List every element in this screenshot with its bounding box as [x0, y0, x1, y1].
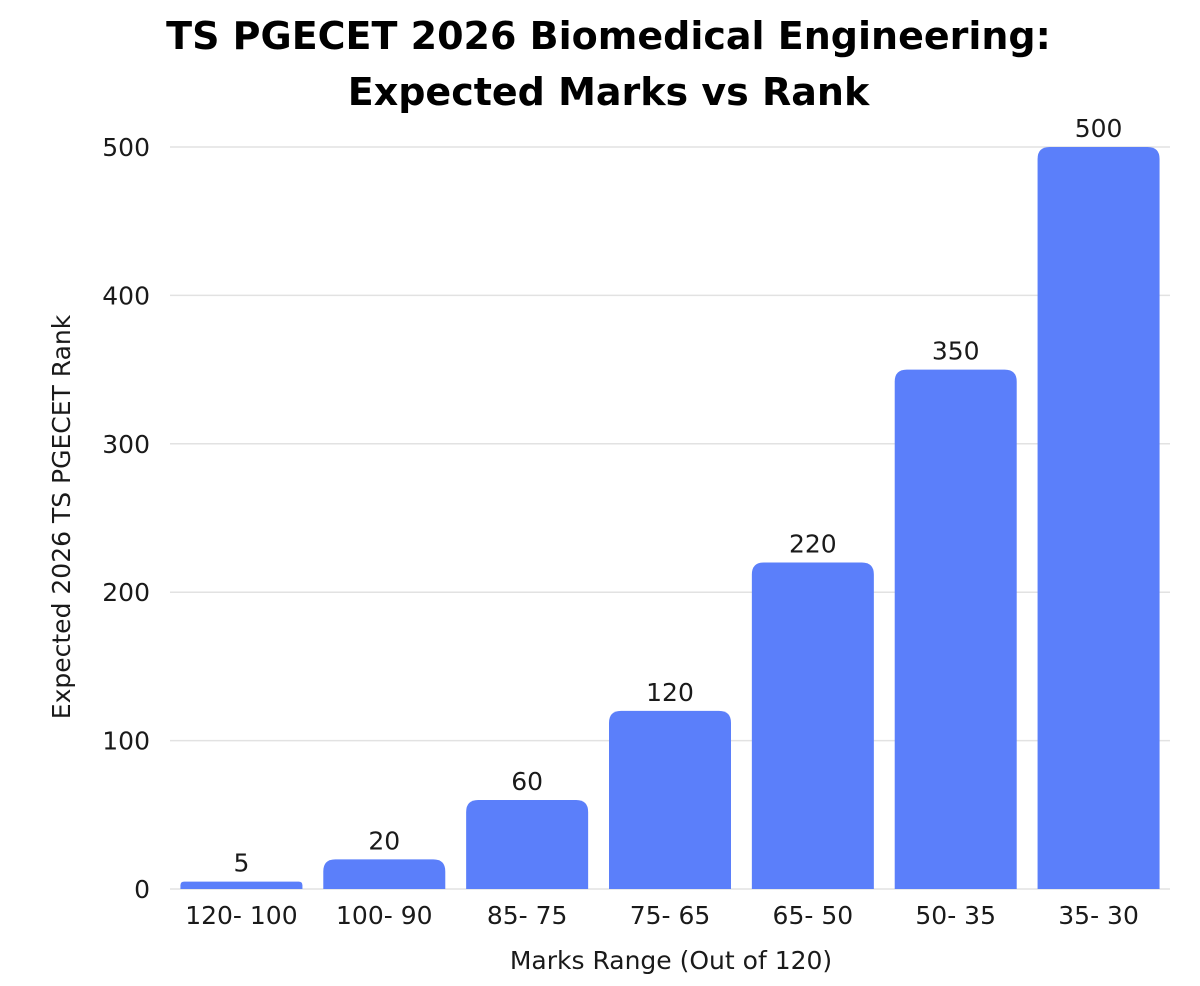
y-tick-label: 500: [102, 133, 150, 162]
y-tick-label: 400: [102, 281, 150, 310]
bar: [894, 369, 1017, 890]
y-tick-label: 0: [134, 875, 150, 904]
x-tick-label: 85- 75: [487, 901, 568, 930]
bar: [751, 562, 874, 889]
x-tick-label: 35- 30: [1058, 901, 1139, 930]
x-tick-label: 75- 65: [630, 901, 711, 930]
data-label: 120: [646, 678, 694, 707]
x-tick-label: 50- 35: [915, 901, 996, 930]
y-axis-title: Expected 2026 TS PGECET Rank: [47, 314, 76, 719]
data-label: 20: [368, 826, 400, 855]
x-axis-title: Marks Range (Out of 120): [510, 946, 832, 975]
x-tick-label: 100- 90: [336, 901, 433, 930]
bar: [323, 859, 446, 889]
y-tick-label: 200: [102, 578, 150, 607]
bar: [1037, 147, 1160, 889]
y-tick-label: 100: [102, 727, 150, 756]
bar: [609, 710, 731, 889]
bar: [466, 799, 589, 889]
data-label: 220: [789, 530, 837, 559]
y-tick-label: 300: [102, 430, 150, 459]
bar: [180, 881, 303, 889]
x-tick-label: 120- 100: [185, 901, 297, 930]
data-label: 500: [1075, 114, 1123, 143]
bars: [180, 147, 1160, 890]
data-labels: 5 20 60 120 220 350 500: [233, 114, 1122, 878]
data-label: 60: [511, 767, 543, 796]
y-axis-ticks: 0 100 200 300 400 500: [102, 133, 150, 904]
x-axis-ticks: 120- 100 100- 90 85- 75 75- 65 65- 50 50- 35 3…: [185, 901, 1139, 930]
chart-title-line-1: TS PGECET 2026 Biomedical Engineering:: [166, 14, 1051, 58]
chart-title-line-2: Expected Marks vs Rank: [347, 70, 870, 114]
data-label: 5: [233, 849, 249, 878]
chart-title: TS PGECET 2026 Biomedical Engineering: E…: [0, 8, 1200, 120]
x-tick-label: 65- 50: [773, 901, 854, 930]
data-label: 350: [932, 337, 980, 366]
